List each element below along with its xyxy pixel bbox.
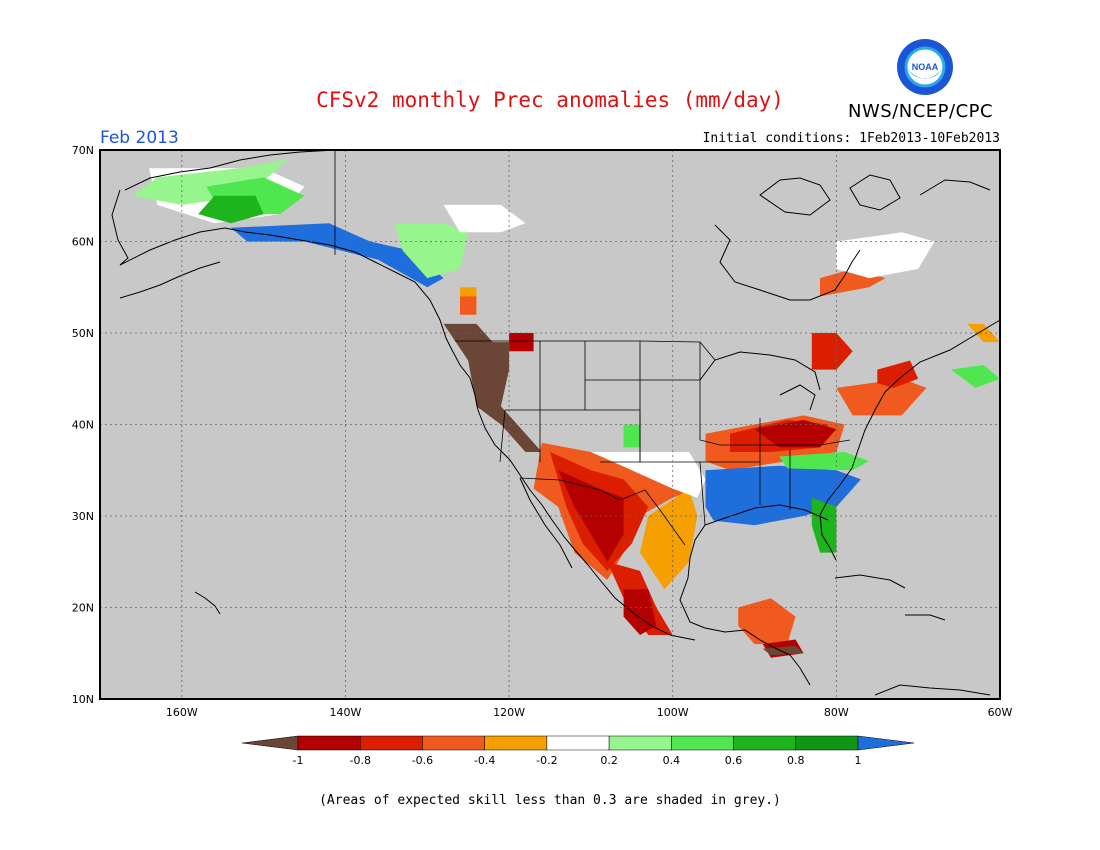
- lat-tick-label: 20N: [72, 602, 94, 615]
- colorbar-label: -1: [293, 754, 304, 767]
- initial-conditions: Initial conditions: 1Feb2013-10Feb2013: [702, 131, 1000, 146]
- colorbar-swatch: [422, 735, 485, 751]
- colorbar: -1 -0.8 -0.6 -0.4 -0.2 0.2 0.4 0.6 0.8 1: [241, 735, 915, 767]
- colorbar-swatch: [484, 735, 548, 751]
- lat-tick-label: 70N: [72, 144, 94, 157]
- colorbar-arrow-left: [241, 735, 299, 751]
- anomaly-region: [509, 333, 534, 352]
- anomaly-region: [836, 378, 927, 416]
- lat-ticks: 10N 20N 30N 40N 50N 60N 70N: [72, 144, 94, 706]
- colorbar-label: 0.4: [663, 754, 681, 767]
- map-panel: [99, 149, 1001, 700]
- colorbar-label: -0.8: [349, 754, 370, 767]
- lon-tick-label: 140W: [330, 706, 362, 719]
- lat-tick-label: 50N: [72, 327, 94, 340]
- colorbar-swatch: [359, 735, 423, 751]
- noaa-logo: NOAA: [897, 39, 953, 95]
- colorbar-arrow-right: [857, 735, 915, 751]
- anomaly-region: [762, 645, 804, 656]
- anomaly-region: [230, 223, 444, 288]
- anomaly-region: [950, 365, 1000, 388]
- agency-label: NWS/NCEP/CPC: [848, 101, 994, 122]
- lat-tick-label: 40N: [72, 419, 94, 432]
- colorbar-swatch: [608, 735, 672, 751]
- anomaly-region: [877, 360, 919, 388]
- lon-tick-label: 60W: [988, 706, 1013, 719]
- colorbar-label: 0.2: [600, 754, 618, 767]
- anomaly-region: [198, 195, 264, 224]
- colorbar-label: 0.6: [725, 754, 743, 767]
- political-borders: [334, 150, 851, 546]
- lat-tick-label: 30N: [72, 510, 94, 523]
- anomaly-region: [967, 323, 1000, 343]
- colorbar-label: -0.4: [474, 754, 495, 767]
- lon-tick-label: 100W: [657, 706, 689, 719]
- colorbar-swatch: [733, 735, 797, 751]
- anomaly-region: [640, 488, 698, 590]
- anomaly-region: [836, 232, 935, 279]
- colorbar-label: 1: [855, 754, 862, 767]
- anomaly-region: [754, 419, 837, 448]
- forecast-period: Feb 2013: [100, 128, 179, 148]
- anomaly-region: [590, 452, 706, 498]
- anomaly-region: [623, 424, 640, 448]
- anomaly-region: [811, 497, 837, 553]
- anomaly-region: [394, 223, 469, 279]
- skill-note: (Areas of expected skill less than 0.3 a…: [319, 793, 781, 808]
- anomaly-region: [460, 296, 477, 315]
- anomaly-region: [779, 452, 870, 471]
- colorbar-label: 0.8: [787, 754, 805, 767]
- colorbar-swatch: [297, 735, 361, 751]
- colorbar-label: -0.2: [536, 754, 557, 767]
- lon-tick-label: 80W: [824, 706, 849, 719]
- lon-tick-label: 160W: [166, 706, 198, 719]
- coastlines: [111, 149, 1001, 696]
- map-title: CFSv2 monthly Prec anomalies (mm/day): [316, 88, 784, 112]
- lat-tick-label: 60N: [72, 236, 94, 249]
- anomaly-region: [738, 598, 796, 645]
- noaa-logo-text: NOAA: [912, 62, 939, 72]
- anomaly-region: [811, 333, 853, 370]
- colorbar-label: -0.6: [412, 754, 433, 767]
- lat-tick-label: 10N: [72, 693, 94, 706]
- colorbar-swatch: [671, 735, 734, 751]
- colorbar-swatch: [795, 735, 859, 751]
- anomaly-region: [443, 323, 542, 452]
- lon-ticks: 160W 140W 120W 100W 80W 60W: [166, 706, 1013, 719]
- graticule: [100, 150, 1001, 699]
- colorbar-swatch: [546, 735, 610, 751]
- lon-tick-label: 120W: [493, 706, 525, 719]
- anomaly-region: [443, 204, 526, 233]
